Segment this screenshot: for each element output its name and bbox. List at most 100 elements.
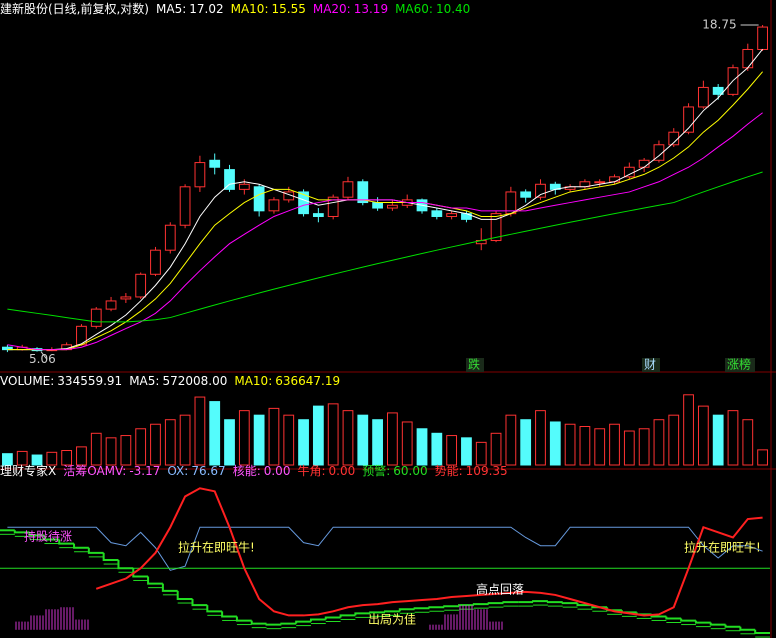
volume-bar <box>298 419 309 466</box>
readout-label: MA60: <box>395 2 433 16</box>
energy-bar <box>29 615 45 630</box>
readout-label: 预警: <box>362 463 390 478</box>
readout-label: VOLUME: <box>0 374 54 388</box>
step-segment <box>191 599 208 607</box>
candle-body <box>312 213 324 217</box>
candle-body <box>594 181 606 184</box>
volume-bar <box>742 419 754 466</box>
volume-bar <box>164 419 176 466</box>
step-segment <box>250 620 267 625</box>
volume-bar <box>105 437 117 466</box>
volume-bar <box>283 414 295 466</box>
step-segment <box>369 611 385 614</box>
volume-bar <box>564 423 576 466</box>
candle-body <box>327 196 339 217</box>
volume-bar <box>579 426 591 466</box>
volume-bar <box>342 410 354 466</box>
energy-bar <box>44 609 60 630</box>
step-segment <box>576 603 593 607</box>
volume-bar <box>416 428 428 466</box>
step-segment <box>73 543 89 549</box>
volume-bar <box>475 441 487 466</box>
readout-label: 活筹OAMV: <box>63 464 126 478</box>
candle-body <box>268 199 280 212</box>
signal-label: 拉升在即旺牛! <box>178 540 255 555</box>
candle-body <box>2 346 13 351</box>
candle-body <box>697 86 709 108</box>
candle-body <box>387 204 398 209</box>
step-segment <box>324 616 341 620</box>
volume-bar <box>312 405 324 466</box>
volume-bar <box>505 414 517 466</box>
readout-value: 572008.00 <box>162 374 227 388</box>
step-segment <box>235 616 252 622</box>
volume-bar <box>120 435 132 466</box>
volume-bar <box>46 451 58 466</box>
volume-bar <box>76 446 87 466</box>
step-segment <box>754 629 770 635</box>
candle-body <box>150 249 161 275</box>
step-segment <box>665 616 682 620</box>
candle-body <box>90 308 102 327</box>
volume-bar <box>697 405 709 466</box>
candle-body <box>357 181 369 204</box>
volume-bar <box>16 450 28 466</box>
volume-bar <box>209 401 221 466</box>
volume-bar <box>90 432 102 466</box>
readout-value: 0.00 <box>264 464 291 478</box>
low-label: 5.06 <box>29 352 56 366</box>
volume-bar <box>401 421 413 466</box>
step-segment <box>502 601 519 604</box>
step-segment <box>472 603 489 606</box>
volume-bar <box>2 453 13 466</box>
candle-body <box>638 159 650 168</box>
step-segment <box>428 606 445 609</box>
step-segment <box>680 618 696 622</box>
volume-bar <box>372 419 383 466</box>
candle-body <box>342 181 354 198</box>
step-segment <box>354 612 371 616</box>
step-segment <box>739 626 756 631</box>
volume-bar <box>253 414 265 466</box>
readout-label: MA10: <box>231 2 269 16</box>
energy-bar <box>74 619 89 630</box>
volume-bar <box>653 419 665 466</box>
readout-label: 核能: <box>233 464 261 478</box>
readout-value: -3.17 <box>129 464 160 478</box>
panel-header: 理财专家X 活筹OAMV: -3.17 OX: 76.67 核能: 0.00 牛角: 0.00 预… <box>0 463 508 478</box>
volume-bar <box>268 407 280 466</box>
readout-value: 636647.19 <box>275 374 340 388</box>
candle-body <box>712 86 724 95</box>
step-segment <box>384 610 400 613</box>
signal-label: 出局为佳 <box>368 613 416 627</box>
energy-bar <box>459 605 474 630</box>
step-segment <box>206 605 223 613</box>
readout-value: 15.55 <box>271 2 305 16</box>
candle-body <box>179 186 191 226</box>
readout-value: 10.40 <box>436 2 470 16</box>
readout-label: 牛角: <box>297 463 325 478</box>
candle-body <box>520 191 532 198</box>
step-segment <box>132 568 149 578</box>
step-segment <box>724 624 741 628</box>
step-segment <box>532 600 548 603</box>
step-segment <box>265 623 282 626</box>
step-segment <box>102 552 119 562</box>
energy-bar <box>473 609 489 630</box>
readout-value: 0.00 <box>329 464 356 478</box>
candle-body <box>431 210 443 217</box>
event-box <box>466 358 484 372</box>
volume-bar <box>31 454 43 466</box>
step-segment <box>398 608 415 612</box>
candle-body <box>757 26 768 50</box>
header-title: 建新股份(日线,前复权,对数) <box>0 1 149 16</box>
step-segment <box>295 620 311 624</box>
step-segment <box>694 620 711 624</box>
indicator-line <box>7 526 763 571</box>
volume-bar <box>683 394 694 466</box>
readout-value: 334559.91 <box>57 374 122 388</box>
step-segment <box>28 532 45 537</box>
